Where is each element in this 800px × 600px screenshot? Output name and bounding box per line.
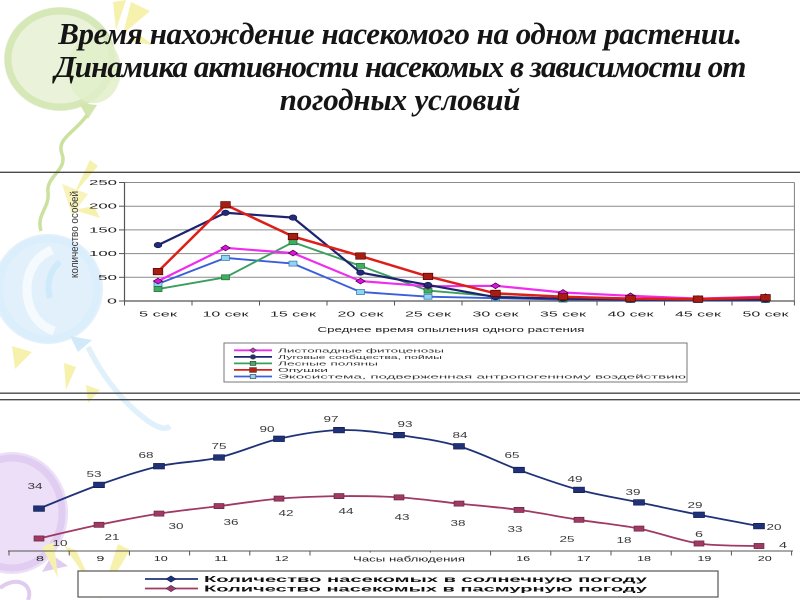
svg-text:35 сек: 35 сек: [540, 310, 588, 319]
svg-text:Опушки: Опушки: [278, 368, 328, 374]
svg-text:150: 150: [89, 227, 117, 234]
svg-text:97: 97: [324, 415, 340, 424]
svg-text:39: 39: [626, 488, 642, 497]
svg-text:5 сек: 5 сек: [139, 310, 179, 319]
svg-text:50 сек: 50 сек: [743, 310, 791, 319]
svg-text:68: 68: [139, 451, 155, 460]
svg-text:50: 50: [98, 275, 117, 282]
svg-text:20: 20: [758, 554, 772, 563]
svg-text:18: 18: [617, 536, 633, 545]
svg-text:38: 38: [451, 519, 467, 528]
svg-text:Луговые сообщества, поймы: Луговые сообщества, поймы: [278, 354, 442, 361]
svg-text:84: 84: [453, 431, 469, 440]
svg-text:4: 4: [779, 541, 788, 550]
svg-text:33: 33: [508, 525, 524, 534]
svg-text:18: 18: [637, 554, 651, 563]
svg-text:19: 19: [697, 554, 711, 563]
svg-text:25: 25: [560, 535, 576, 544]
svg-text:93: 93: [398, 420, 414, 429]
svg-text:16: 16: [516, 554, 530, 563]
svg-text:29: 29: [688, 501, 704, 510]
svg-text:0: 0: [107, 299, 117, 306]
svg-text:10: 10: [53, 539, 69, 548]
svg-text:200: 200: [89, 204, 117, 211]
svg-text:43: 43: [395, 513, 411, 522]
svg-text:9: 9: [96, 554, 104, 563]
svg-text:10: 10: [154, 554, 168, 563]
svg-text:11: 11: [214, 554, 228, 563]
svg-text:20: 20: [767, 523, 783, 532]
svg-text:90: 90: [260, 425, 276, 434]
svg-text:Лесные поляны: Лесные поляны: [278, 361, 378, 367]
svg-text:30: 30: [169, 522, 185, 531]
svg-text:42: 42: [279, 509, 295, 518]
svg-text:15 сек: 15 сек: [270, 310, 318, 319]
svg-text:Количество насекомых в солнечн: Количество насекомых в солнечную погоду: [204, 575, 648, 584]
svg-text:Среднее время опыления одного: Среднее время опыления одного растения: [318, 327, 585, 334]
svg-text:21: 21: [105, 533, 121, 542]
svg-text:30 сек: 30 сек: [473, 310, 521, 319]
svg-text:12: 12: [275, 554, 289, 563]
svg-text:количество особей: количество особей: [68, 191, 80, 278]
svg-text:65: 65: [505, 451, 521, 460]
svg-text:100: 100: [89, 251, 117, 258]
svg-text:36: 36: [224, 518, 240, 527]
svg-text:49: 49: [568, 475, 584, 484]
svg-text:40 сек: 40 сек: [608, 310, 656, 319]
svg-text:44: 44: [339, 507, 355, 516]
svg-text:10 сек: 10 сек: [203, 310, 251, 319]
svg-text:75: 75: [212, 442, 228, 451]
svg-text:34: 34: [28, 482, 44, 491]
svg-text:20 сек: 20 сек: [338, 310, 386, 319]
svg-text:Часы наблюдения: Часы наблюдения: [353, 555, 465, 564]
svg-text:45 сек: 45 сек: [675, 310, 723, 319]
svg-text:25 сек: 25 сек: [405, 310, 453, 319]
svg-text:250: 250: [89, 180, 117, 187]
svg-text:Количество насекомых в пасмурн: Количество насекомых в пасмурную погоду: [204, 585, 648, 594]
svg-text:17: 17: [577, 554, 591, 563]
svg-text:Листопадные фитоценозы: Листопадные фитоценозы: [278, 348, 444, 354]
svg-text:8: 8: [36, 554, 44, 563]
svg-text:53: 53: [87, 470, 103, 479]
svg-text:Экосистема, подверженная антро: Экосистема, подверженная антропогенному …: [278, 374, 686, 381]
svg-text:6: 6: [695, 530, 704, 539]
